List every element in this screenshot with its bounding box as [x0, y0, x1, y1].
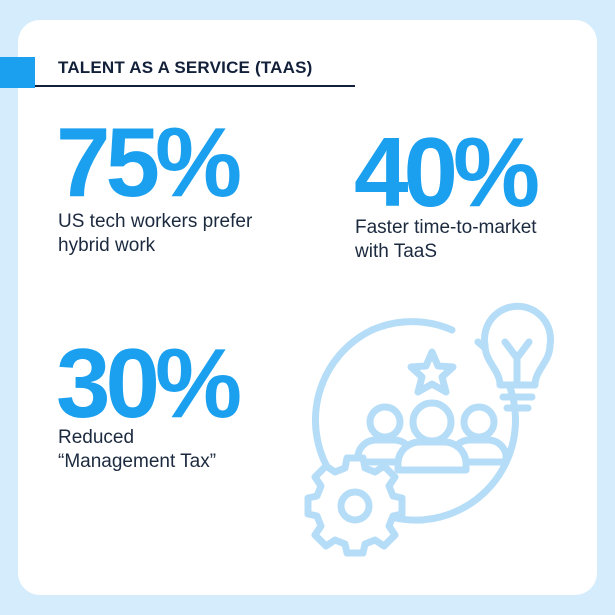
arc-top: [368, 318, 456, 334]
person-head: [409, 399, 455, 445]
stat-value: 30%: [56, 328, 242, 438]
stat-label-line: hybrid work: [58, 235, 156, 256]
person-body: [394, 438, 470, 474]
bulb-base: [499, 393, 536, 412]
title-underline: [35, 85, 355, 87]
stat-label-line: Faster time-to-market: [355, 217, 537, 238]
stat-label: US tech workers prefer hybrid work: [58, 210, 252, 258]
bulb-filament: [501, 338, 533, 389]
stat-label-line: US tech workers prefer: [58, 211, 253, 232]
stat-value: 40%: [354, 117, 540, 227]
gear: [304, 454, 406, 557]
stat-label-line: “Management Tax”: [58, 451, 217, 472]
bulb: [481, 302, 554, 389]
stat-label: Reduced “Management Tax”: [58, 426, 216, 474]
accent-tab: [0, 57, 35, 88]
stat-value: 75%: [56, 107, 242, 217]
stat-label-line: Reduced: [58, 427, 135, 448]
star: [407, 348, 457, 396]
title: TALENT AS A SERVICE (TAAS): [58, 58, 313, 77]
stat-label: Faster time-to-market with TaaS: [355, 216, 537, 264]
stat-label-line: with TaaS: [355, 241, 438, 262]
person-head: [366, 403, 404, 441]
person-head: [460, 403, 498, 441]
